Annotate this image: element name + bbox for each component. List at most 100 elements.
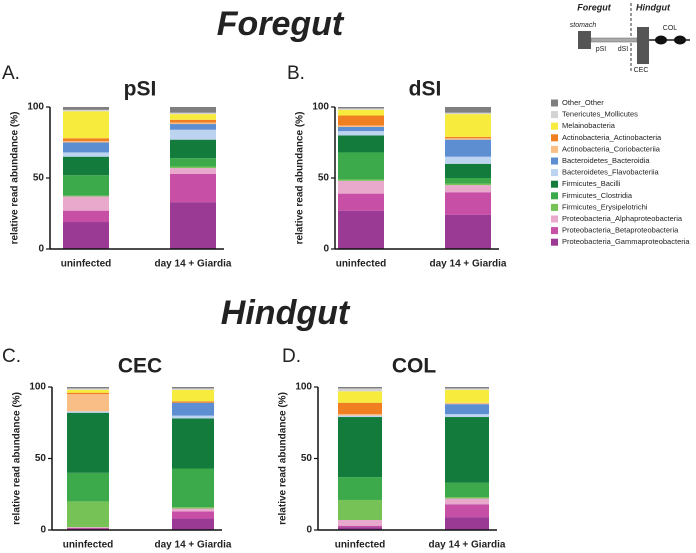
bar-segment — [170, 166, 216, 169]
bar-segment — [63, 111, 109, 139]
bar-segment — [445, 504, 489, 518]
y-tick-label: 100 — [312, 102, 329, 113]
bar-segment — [338, 108, 384, 110]
panel-label: D. — [282, 346, 301, 367]
pellet — [655, 35, 667, 45]
bar-segment — [67, 394, 109, 412]
bar-segment — [445, 517, 489, 530]
section-title: Hindgut — [221, 294, 351, 332]
bar-segment — [63, 195, 109, 197]
bar-segment — [445, 156, 491, 164]
y-tick-label: 0 — [306, 525, 312, 536]
legend-label: Proteobacteria_Alphaproteobacteria — [562, 214, 683, 223]
x-tick-label: uninfected — [335, 540, 386, 551]
x-tick-label: uninfected — [61, 259, 112, 270]
bar-segment — [67, 412, 109, 473]
x-tick-label: uninfected — [336, 259, 387, 270]
legend-label: Firmicutes_Bacilli — [562, 179, 621, 188]
legend-swatch — [551, 122, 558, 130]
bar-segment — [63, 156, 109, 176]
bar-segment — [338, 477, 382, 500]
legend-swatch — [551, 99, 558, 107]
bar-segment — [67, 527, 109, 529]
bar-segment — [445, 402, 489, 405]
diagram-label: stomach — [570, 22, 597, 29]
bar-segment — [445, 138, 491, 140]
y-tick-label: 50 — [33, 173, 45, 184]
bar-segment — [338, 125, 384, 127]
y-tick-label: 100 — [29, 382, 46, 393]
x-tick-label: day 14 + Giardia — [429, 540, 506, 551]
bar-segment — [445, 107, 491, 113]
bar-segment — [338, 414, 382, 416]
chart-title: CEC — [118, 355, 162, 378]
y-tick-label: 100 — [27, 102, 44, 113]
bar-segment — [338, 180, 384, 194]
bar-segment — [63, 222, 109, 249]
legend-label: Actinobacteria_Coriobacteriia — [562, 144, 661, 153]
bar-segment — [445, 178, 491, 184]
bar-segment — [445, 414, 489, 418]
bar-segment — [170, 122, 216, 125]
bar-segment — [67, 501, 109, 528]
bar-segment — [67, 527, 109, 528]
bar-segment — [170, 119, 216, 123]
bar-segment — [170, 124, 216, 130]
section-title: Foregut — [217, 5, 345, 43]
legend-swatch — [551, 180, 558, 188]
bar-segment — [67, 388, 109, 390]
bar-segment — [338, 388, 382, 392]
chart-title: COL — [392, 355, 437, 378]
bar-segment — [445, 114, 491, 137]
bar-segment — [172, 507, 214, 509]
bar-segment — [172, 518, 214, 530]
y-axis-label: relative read abundance (%) — [12, 392, 23, 525]
bar-segment — [170, 139, 216, 159]
bar-segment — [445, 404, 489, 415]
bar-segment — [338, 525, 382, 528]
bar-segment — [63, 152, 109, 157]
y-axis-label: relative read abundance (%) — [10, 112, 21, 245]
bar-segment — [338, 519, 382, 526]
bar-segment — [338, 527, 382, 530]
diagram-label: pSI — [596, 46, 607, 53]
bar-segment — [445, 214, 491, 249]
y-tick-label: 0 — [323, 244, 329, 255]
bar-segment — [338, 387, 382, 389]
legend-swatch — [551, 111, 558, 119]
panel-label: C. — [2, 346, 21, 367]
y-tick-label: 0 — [38, 244, 44, 255]
bar-segment — [170, 112, 216, 115]
legend-swatch — [551, 192, 558, 200]
y-axis-label: relative read abundance (%) — [278, 392, 289, 525]
x-tick-label: day 14 + Giardia — [155, 540, 232, 551]
bar-segment — [67, 392, 109, 395]
bar-segment — [172, 388, 214, 390]
bar-segment — [170, 202, 216, 249]
bar-segment — [170, 173, 216, 203]
bar-segment — [338, 210, 384, 249]
bar-segment — [170, 158, 216, 167]
bar-segment — [67, 387, 109, 389]
bar-segment — [63, 210, 109, 223]
bar-segment — [67, 411, 109, 413]
y-tick-label: 50 — [318, 173, 330, 184]
legend-swatch — [551, 134, 558, 142]
legend-label: Tenericutes_Mollicutes — [562, 110, 638, 119]
bar-segment — [172, 511, 214, 519]
bar-segment — [338, 402, 382, 415]
x-tick-label: day 14 + Giardia — [430, 259, 507, 270]
stomach-shape — [578, 31, 591, 49]
bar-segment — [63, 141, 109, 143]
bar-segment — [338, 417, 382, 478]
bar-segment — [445, 136, 491, 139]
intestine-shape — [590, 37, 638, 43]
bar-segment — [445, 163, 491, 178]
x-tick-label: day 14 + Giardia — [155, 259, 232, 270]
cecum-shape — [637, 27, 649, 64]
bar-segment — [338, 107, 384, 109]
legend-label: Proteobacteria_Gammaproteobacteria — [562, 237, 690, 246]
bar-segment — [445, 389, 489, 403]
diagram-label: CEC — [634, 67, 649, 74]
